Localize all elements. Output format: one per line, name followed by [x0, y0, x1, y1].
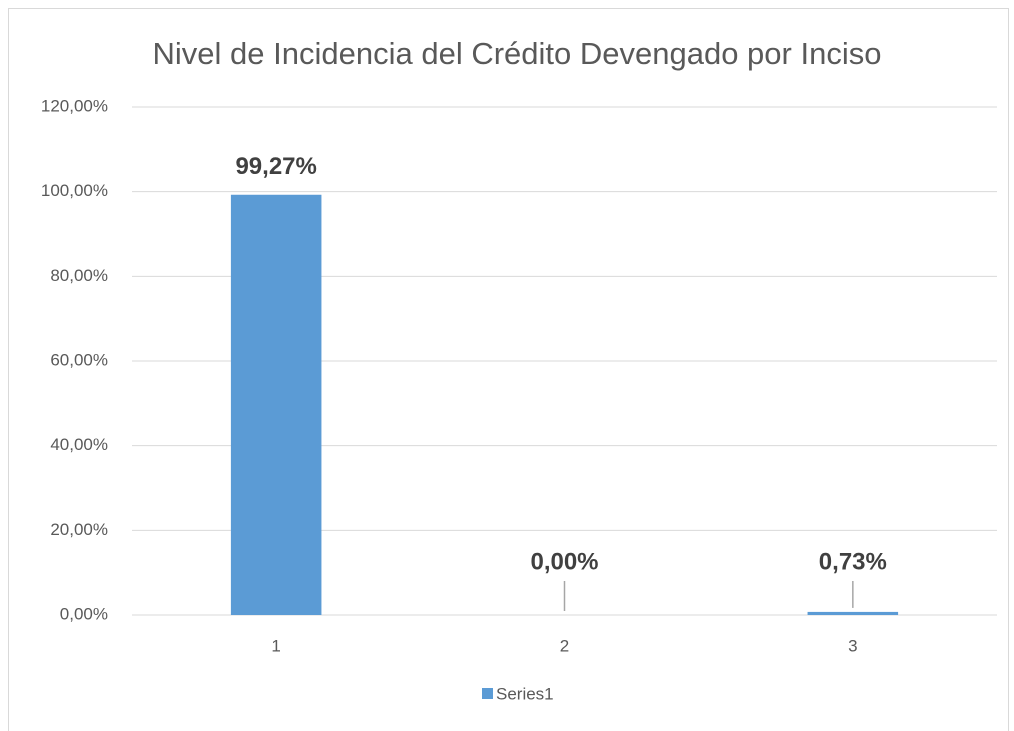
data-label: 99,27%	[235, 153, 316, 180]
x-tick-label: 2	[560, 636, 569, 655]
x-tick-label: 3	[848, 636, 857, 655]
chart-frame	[8, 8, 1009, 731]
chart-title: Nivel de Incidencia del Crédito Devengad…	[153, 36, 882, 71]
y-tick-label: 0,00%	[60, 604, 108, 623]
y-tick-label: 80,00%	[50, 266, 108, 285]
data-label: 0,73%	[819, 548, 887, 575]
bar	[807, 611, 899, 615]
y-tick-label: 40,00%	[50, 435, 108, 454]
y-tick-label: 100,00%	[41, 181, 108, 200]
legend-swatch	[482, 688, 493, 699]
y-tick-label: 60,00%	[50, 350, 108, 369]
x-tick-label: 1	[271, 636, 280, 655]
data-label: 0,00%	[530, 548, 598, 575]
y-tick-label: 20,00%	[50, 520, 108, 539]
bar	[230, 194, 322, 615]
legend-label: Series1	[496, 684, 554, 703]
y-tick-label: 120,00%	[41, 96, 108, 115]
